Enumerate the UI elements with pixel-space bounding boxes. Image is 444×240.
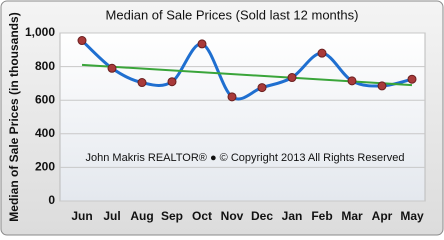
y-axis-label: Median of Sale Prices (in thousands) [7, 12, 21, 221]
marker [227, 92, 237, 102]
marker [407, 74, 417, 84]
x-tick-label: Dec [251, 209, 273, 223]
x-tick-label: Jun [71, 209, 92, 223]
marker [317, 48, 327, 58]
y-tick-label: 0 [48, 193, 55, 207]
annotation: John Makris REALTOR® ● © Copyright 2013 … [86, 152, 405, 164]
y-tick-label: 400 [35, 126, 55, 140]
marker [107, 63, 117, 73]
x-tick-label: Sep [161, 209, 183, 223]
y-tick-label: 800 [35, 59, 55, 73]
marker [347, 76, 357, 86]
marker [287, 73, 297, 83]
y-tick-label: 200 [35, 160, 55, 174]
marker [257, 83, 267, 93]
x-tick-label: Nov [221, 209, 244, 223]
x-tick-label: Jul [103, 209, 120, 223]
x-tick-label: May [400, 209, 424, 223]
marker [77, 36, 87, 46]
y-tick-label: 600 [35, 92, 55, 106]
x-tick-label: Feb [311, 209, 332, 223]
plot-area [59, 32, 426, 202]
x-tick-label: Aug [130, 209, 153, 223]
chart-title: Median of Sale Prices (Sold last 12 mont… [106, 7, 359, 22]
x-tick-label: Oct [192, 209, 212, 223]
marker [137, 78, 147, 88]
x-tick-label: Apr [372, 209, 393, 223]
marker [197, 39, 207, 49]
y-tick-label: 1,000 [25, 25, 55, 39]
marker [167, 77, 177, 87]
x-tick-label: Jan [282, 209, 303, 223]
marker [377, 81, 387, 91]
x-tick-label: Mar [341, 209, 363, 223]
trend-line [81, 63, 413, 87]
